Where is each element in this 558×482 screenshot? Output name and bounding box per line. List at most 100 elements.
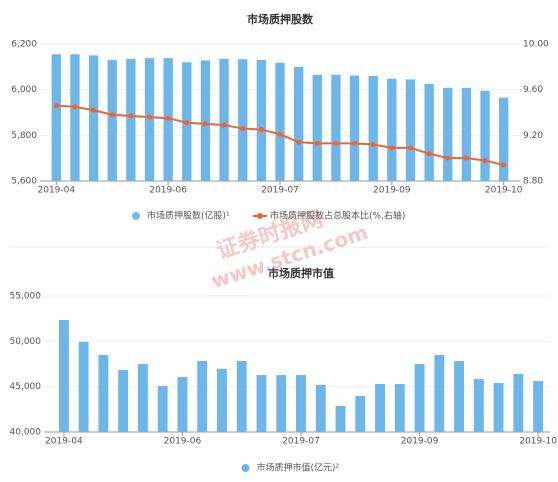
bar [118,369,129,432]
y-tick-label: 45,000 [10,382,42,392]
line-point [109,112,115,118]
bar [256,59,267,181]
x-tick-label: 2019-06 [164,437,202,447]
bar [177,377,188,432]
line-point [426,151,432,157]
chart-title: 市场质押市值 [268,266,334,280]
line-point [72,104,78,110]
y2-tick-label: 10.00 [523,40,549,50]
line-point [296,139,302,145]
line-point [165,115,171,121]
bar [275,62,285,182]
y-tick-label: 5,800 [11,131,37,141]
x-tick-label: 2019-09 [401,437,439,447]
x-tick-label: 2019-09 [373,186,411,196]
y-tick-label: 5,600 [11,177,37,187]
line-point [314,140,320,146]
bar [107,59,117,181]
line-point [91,107,97,113]
line-point [370,141,376,147]
bar [434,354,445,432]
bar [197,361,208,432]
bar [126,58,136,181]
bar [405,79,416,181]
bar [70,54,80,181]
bar [276,375,287,432]
x-tick-label: 2019-04 [45,437,83,447]
bar [375,384,385,432]
bar [293,66,304,181]
y2-tick-label: 9.60 [523,85,543,95]
bar [98,354,109,432]
line-point [240,125,246,131]
bar [355,396,366,432]
y-tick-label: 50,000 [10,337,42,347]
bar [349,75,360,181]
bar [443,87,453,181]
line-point [482,157,488,163]
x-tick-label: 2019-06 [149,186,187,196]
legend-label: 市场质押市值(亿元)² [257,462,340,474]
y2-tick-label: 8.80 [523,177,543,187]
line-point [202,121,208,127]
legend-marker [132,212,140,220]
bar [51,54,61,181]
bar [236,361,247,432]
x-tick-label: 2019-04 [38,186,76,196]
bar [454,361,465,432]
bar [480,90,490,181]
line-point [184,120,190,126]
legend-label: 市场质押股数(亿股)¹ [147,210,230,222]
bar [513,373,524,432]
bar [238,59,248,181]
bar [387,78,397,181]
line-point [501,162,507,168]
bar [217,368,227,432]
line-point [463,155,469,161]
bar [78,341,89,432]
bar [335,405,346,432]
y2-tick-label: 9.20 [523,131,543,141]
line-point [407,145,413,151]
bar [368,75,378,181]
bar [414,364,425,432]
line-point [221,122,227,128]
bar [461,87,472,181]
line-point [53,103,59,109]
line-point [389,145,395,151]
bar [533,381,544,432]
line-point [128,113,134,119]
bar [88,55,99,181]
legend-label: 市场质押股数占总股本比(%,右轴) [270,210,405,222]
y-tick-label: 55,000 [10,292,42,302]
bar [137,364,148,432]
x-tick-label: 2019-10 [485,186,523,196]
legend-marker [241,464,250,472]
bar [144,58,155,182]
bar [394,384,405,432]
chart-title: 市场质押股数 [247,12,314,26]
bar [315,385,326,432]
x-tick-label: 2019-10 [519,437,557,447]
bar [473,379,484,432]
bar [256,375,267,432]
bar [219,58,229,181]
line-point [277,131,283,137]
bar [296,375,306,432]
y-tick-label: 6,000 [11,85,37,95]
line-point [258,127,264,133]
legend-marker [257,213,263,219]
line-point [147,114,153,120]
x-tick-label: 2019-07 [261,186,299,196]
y-tick-label: 40,000 [10,428,42,438]
x-tick-label: 2019-07 [282,437,320,447]
line-point [352,140,358,146]
line-point [333,140,339,146]
bar [499,97,509,181]
line-point [445,155,451,161]
bar [331,74,341,181]
bar [200,60,211,181]
bar [493,383,504,432]
bar [58,320,69,432]
